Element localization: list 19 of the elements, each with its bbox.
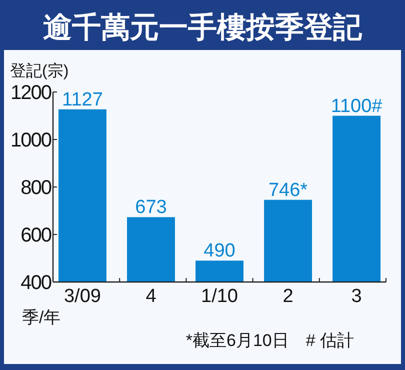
y-tick-label: 800 — [20, 177, 52, 199]
x-axis-title: 季/年 — [22, 308, 61, 327]
y-tick-label: 400 — [20, 272, 52, 294]
x-tick-label: 3/09 — [64, 286, 101, 307]
data-label: 1100# — [330, 96, 383, 117]
y-axis-title: 登記(宗) — [10, 62, 69, 80]
text: *截至6月10日 # 估計 — [186, 331, 354, 350]
y-tick-label: 1200 — [10, 82, 52, 104]
data-label: 673 — [135, 197, 167, 218]
chart-title: 逾千萬元一手樓按季登記 — [43, 12, 363, 44]
data-label: 490 — [204, 240, 236, 262]
y-tick-label: 1000 — [10, 130, 52, 152]
x-tick-label: 4 — [146, 286, 157, 307]
data-label: 746* — [268, 180, 308, 201]
x-tick-label: 2 — [282, 286, 294, 307]
x-tick-label: 1/10 — [201, 286, 238, 307]
x-tick-label: 3 — [351, 286, 362, 307]
data-label: 1127 — [62, 89, 103, 110]
y-tick-label: 600 — [20, 224, 52, 246]
